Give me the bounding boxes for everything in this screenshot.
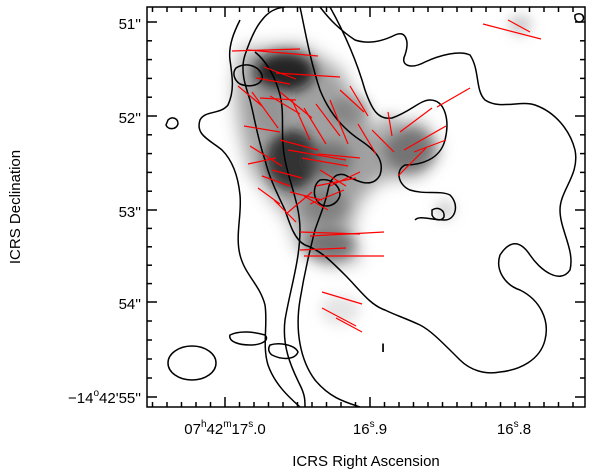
polarization-vector — [309, 189, 345, 205]
polarization-vector — [301, 157, 349, 167]
polarization-vector — [249, 145, 283, 167]
contour-outer — [242, 7, 577, 374]
y-tick-label-54: 54'' — [119, 296, 142, 313]
polarization-vector — [243, 125, 281, 133]
x-tick-label-16-8: 16s.8 — [497, 419, 531, 438]
y-tick-labels: 51'' 52'' 53'' 54'' −14o42'55'' — [68, 16, 141, 407]
polarization-vector — [321, 307, 357, 327]
polarization-vector — [329, 171, 361, 187]
polarization-vector — [413, 139, 447, 153]
polarization-vector — [309, 231, 385, 237]
polarization-vector — [269, 95, 301, 115]
polarization-vector — [275, 72, 341, 78]
polarization-vector — [279, 139, 319, 151]
contour-inner — [329, 7, 457, 221]
polarization-vector — [261, 175, 291, 187]
polarization-vector — [247, 49, 319, 57]
polarization-vector — [291, 99, 311, 141]
polarization-vector — [482, 23, 542, 40]
polarization-vector — [303, 195, 329, 211]
polarization-vector — [287, 149, 347, 161]
polarization-vector — [339, 89, 365, 113]
polarization-vector — [315, 103, 341, 137]
polarization-vector — [231, 48, 301, 52]
polarization-vector — [371, 129, 395, 153]
polarization-vector — [387, 111, 393, 137]
y-tick-label-53: 53'' — [119, 204, 142, 221]
polarization-vector — [247, 157, 277, 165]
contour-blob-5 — [267, 343, 299, 360]
polarization-vector — [315, 177, 357, 187]
polarization-vector — [279, 91, 313, 119]
x-tick-label-17-0: 07h42m17s.0 — [184, 419, 265, 438]
x-axis-title: ICRS Right Ascension — [292, 453, 440, 470]
polarization-vector — [335, 317, 363, 333]
polarization-vector — [299, 247, 347, 251]
y-tick-label-55: −14o42'55'' — [68, 388, 141, 407]
polarization-vector — [436, 87, 471, 108]
polarization-vector — [321, 291, 363, 305]
polarization-vector — [251, 91, 279, 129]
polarization-vector — [399, 107, 433, 133]
contour-blob-2 — [165, 117, 179, 130]
polarization-vector — [257, 187, 281, 205]
polarization-vectors — [231, 19, 542, 333]
contour-lines — [165, 7, 585, 407]
contour-blob-4 — [229, 331, 268, 346]
polarization-vector — [349, 85, 369, 117]
x-tick-label-16-9: 16s.9 — [353, 419, 387, 438]
y-axis-title: ICRS Declination — [7, 150, 24, 264]
beam-ellipse — [167, 345, 217, 381]
y-tick-label-51: 51'' — [119, 16, 142, 33]
contour-blob-7 — [431, 207, 445, 221]
contour-blob-1 — [233, 64, 263, 87]
annotation-mark: I — [381, 341, 384, 355]
polarization-vector — [357, 123, 377, 155]
polarization-vector — [319, 169, 347, 187]
polarization-vector — [285, 191, 313, 215]
intensity-map — [235, 15, 532, 325]
polarization-vector — [255, 77, 291, 85]
polarization-vector — [317, 153, 361, 159]
polarization-vector — [289, 191, 323, 201]
polarization-vector — [271, 169, 303, 179]
contour-west — [254, 51, 306, 407]
polarization-vector — [329, 99, 349, 145]
y-tick-label-52: 52'' — [119, 110, 142, 127]
polarization-vector — [507, 19, 531, 33]
contour-blob-3 — [574, 13, 585, 23]
polarization-vector — [273, 199, 297, 223]
axis-ticks — [147, 7, 585, 407]
polarization-vector — [403, 125, 447, 151]
polarization-vector — [303, 107, 327, 145]
x-tick-labels: 07h42m17s.0 16s.9 16s.8 — [184, 419, 531, 438]
polarization-vector — [237, 85, 263, 107]
plot-frame — [146, 6, 586, 408]
polarization-vector — [397, 147, 427, 177]
